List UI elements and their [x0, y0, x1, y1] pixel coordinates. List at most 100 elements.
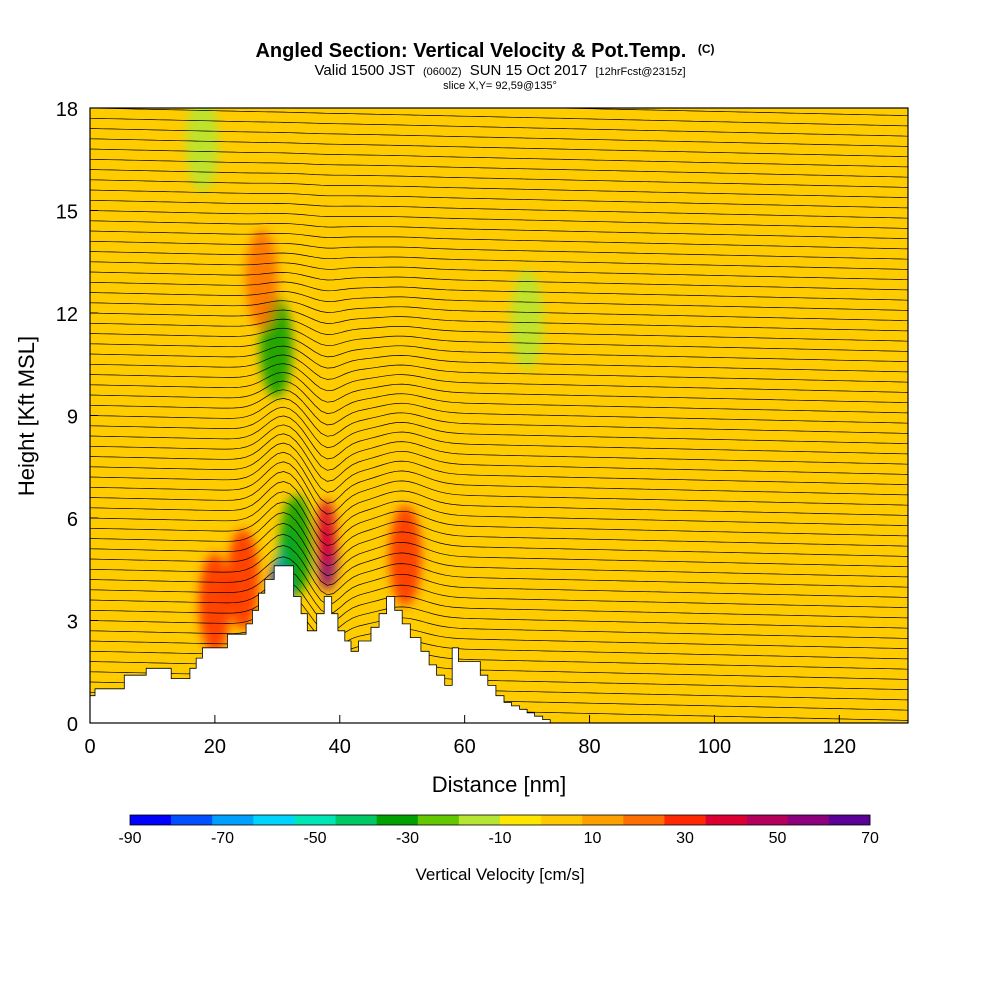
- colorbar-tick-label-6: 30: [676, 830, 694, 847]
- forecast-info: [12hrFcst@2315z]: [595, 66, 685, 78]
- colorbar-swatch-2: [212, 815, 254, 825]
- isentrope-18: [90, 491, 908, 546]
- chart-title: Angled Section: Vertical Velocity & Pot.…: [255, 40, 686, 62]
- x-tick-label-80: 80: [578, 736, 600, 758]
- isentrope-42: [90, 271, 908, 291]
- colorbar-tick-label-1: -70: [211, 830, 234, 847]
- isentrope-46: [90, 230, 908, 250]
- colorbar: -90 -70 -50 -30 -10 10 30 50 70: [118, 814, 879, 847]
- isentrope-49: [90, 199, 908, 219]
- isentrope-38: [90, 309, 908, 332]
- colorbar-swatch-10: [541, 815, 583, 825]
- isentrope-41: [90, 281, 908, 301]
- velocity-cell-0: [198, 553, 231, 654]
- isentrope-29: [90, 389, 908, 426]
- velocity-cell-7: [389, 505, 422, 606]
- colorbar-label: Vertical Velocity [cm/s]: [415, 865, 584, 884]
- colorbar-swatch-13: [664, 815, 706, 825]
- isentrope-59: [542, 108, 908, 117]
- x-tick-label-100: 100: [698, 736, 731, 758]
- colorbar-swatch-1: [171, 815, 213, 825]
- velocity-cell-6: [316, 499, 337, 564]
- y-tick-label-15: 15: [56, 202, 78, 224]
- isentrope-31: [90, 371, 908, 404]
- isentrope-32: [90, 363, 908, 393]
- isentrope-40: [90, 291, 908, 311]
- isentrope-55: [90, 138, 908, 158]
- isentrope-21: [90, 461, 908, 515]
- colorbar-swatch-12: [623, 815, 665, 825]
- isentrope-26: [90, 415, 908, 460]
- isentrope-54: [90, 148, 908, 168]
- x-tick-label-120: 120: [823, 736, 856, 758]
- isentrope-15: [90, 522, 908, 577]
- isentrope-22: [90, 451, 908, 504]
- isentrope-52: [90, 169, 908, 188]
- velocity-cell-10: [186, 108, 219, 193]
- svg-text:Angled Section: Vertical Veloc: Angled Section: Vertical Velocity & Pot.…: [255, 40, 714, 62]
- isentrope-8: [90, 603, 908, 642]
- isentrope-33: [90, 354, 908, 383]
- y-axis-label: Height [Kft MSL]: [14, 336, 39, 496]
- colorbar-frame: [129, 814, 871, 826]
- title-unit: (C): [698, 42, 715, 56]
- y-axis: 0 3 6 9 12 15 18: [56, 99, 98, 736]
- y-tick-label-0: 0: [67, 714, 78, 736]
- colorbar-tick-label-5: 10: [584, 830, 602, 847]
- valid-time: Valid 1500 JST: [315, 62, 415, 79]
- valid-date: SUN 15 Oct 2017: [470, 62, 588, 79]
- colorbar-swatch-7: [417, 815, 460, 825]
- y-tick-label-3: 3: [67, 612, 78, 634]
- velocity-cell-11: [511, 269, 544, 370]
- x-tick-label-60: 60: [454, 736, 476, 758]
- colorbar-tick-label-0: -90: [118, 830, 141, 847]
- colorbar-tick-label-4: -10: [488, 830, 511, 847]
- colorbar-swatch-16: [787, 815, 830, 825]
- y-tick-label-18: 18: [56, 99, 78, 121]
- isentrope-14: [90, 533, 908, 586]
- isentrope-44: [90, 251, 908, 270]
- isentrope-9: [90, 591, 908, 633]
- isentrope-24: [90, 433, 908, 482]
- isentrope-57: [90, 117, 908, 137]
- valid-utc: (0600Z): [423, 66, 462, 78]
- isentrope-11: [90, 567, 908, 615]
- isentrope-19: [90, 481, 908, 536]
- colorbar-swatch-4: [294, 815, 336, 825]
- isentrope-12: [90, 556, 908, 605]
- isentrope-43: [90, 261, 908, 281]
- colorbar-tick-label-7: 50: [769, 830, 787, 847]
- colorbar-swatch-15: [746, 815, 789, 825]
- isentrope-16: [90, 512, 908, 567]
- colorbar-swatch-9: [500, 815, 542, 825]
- y-tick-label-9: 9: [67, 407, 78, 429]
- isentrope-45: [90, 240, 908, 260]
- colorbar-swatch-6: [376, 815, 419, 825]
- colorbar-swatch-8: [458, 815, 501, 825]
- isentrope-56: [90, 128, 908, 147]
- svg-text:Valid 1500 JST (0600Z): Valid 1500 JST (0600Z) SUN 15 Oct 2017 […: [315, 62, 686, 79]
- terrain-profile: [90, 565, 908, 723]
- isentrope-25: [90, 424, 908, 471]
- isentrope-37: [90, 318, 908, 342]
- isentrope-30: [90, 380, 908, 414]
- isentrope-20: [90, 471, 908, 526]
- isentrope-17: [90, 501, 908, 557]
- isentrope-47: [90, 220, 908, 240]
- x-tick-label-20: 20: [204, 736, 226, 758]
- isentrope-35: [90, 336, 908, 363]
- isentrope-28: [90, 398, 908, 437]
- velocity-field: [186, 108, 544, 654]
- isentrope-50: [90, 189, 908, 209]
- isentrope-53: [90, 158, 908, 178]
- x-tick-label-40: 40: [329, 736, 351, 758]
- plot-area: [90, 108, 908, 723]
- colorbar-swatch-11: [582, 815, 624, 825]
- isentrope-7: [90, 614, 908, 651]
- slice-info: slice X,Y= 92,59@135°: [443, 80, 557, 92]
- isentrope-58: [90, 108, 908, 127]
- colorbar-swatch-14: [705, 815, 747, 825]
- colorbar-tick-label-2: -50: [303, 830, 326, 847]
